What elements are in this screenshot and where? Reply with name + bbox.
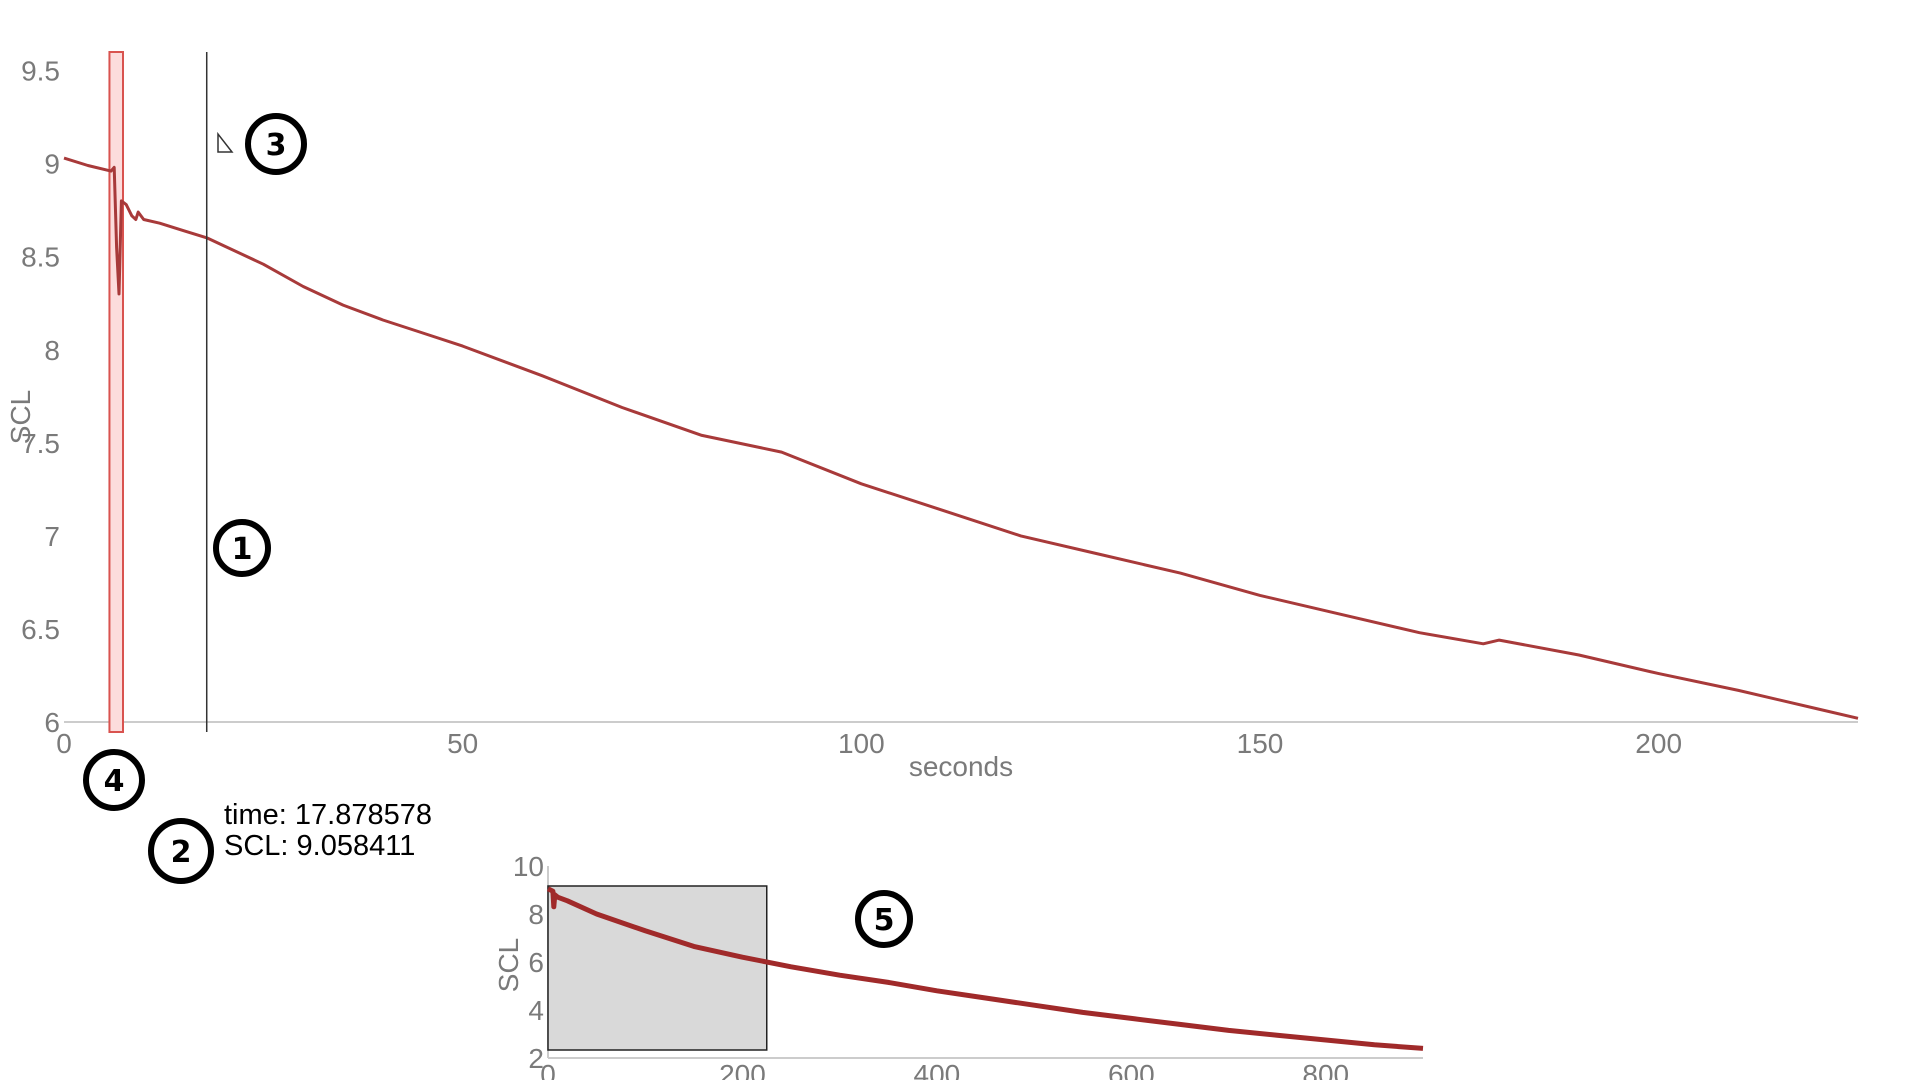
- main-x-axis-title: seconds: [909, 751, 1013, 782]
- mini-y-tick-label: 10: [513, 851, 544, 882]
- mini-y-tick-label: 4: [528, 995, 544, 1026]
- mini-y-axis-title: SCL: [493, 938, 524, 992]
- callout-4: 4: [83, 749, 145, 811]
- main-y-tick-label: 9: [44, 149, 60, 180]
- main-x-tick-label: 200: [1635, 728, 1682, 759]
- mini-y-tick-label: 6: [528, 947, 544, 978]
- hover-readout: time: 17.878578 SCL: 9.058411: [224, 799, 432, 862]
- main-chart[interactable]: 6 6.5 7 7.5 8 8.5 9 9.5 0 50 100 150 200 SCL second…: [5, 51, 1859, 782]
- main-y-tick-label: 7.5: [21, 428, 60, 459]
- callout-1: 1: [213, 519, 271, 577]
- callout-5: 5: [855, 890, 913, 948]
- main-x-tick-label: 50: [447, 728, 478, 759]
- mini-x-tick-label: 200: [719, 1059, 766, 1080]
- main-y-axis-title: SCL: [5, 390, 36, 444]
- resize-handle-icon[interactable]: [217, 131, 234, 153]
- main-y-tick-label: 9.5: [21, 56, 60, 87]
- mini-x-tick-label: 0: [540, 1059, 556, 1080]
- mini-x-tick-label: 400: [914, 1059, 961, 1080]
- callout-2: 2: [148, 818, 214, 884]
- main-x-tick-label: 150: [1237, 728, 1284, 759]
- overview-brush[interactable]: [547, 885, 768, 1051]
- main-y-tick-label: 8: [44, 335, 60, 366]
- main-x-ticks: 0 50 100 150 200: [56, 728, 1682, 759]
- main-x-tick-label: 100: [838, 728, 885, 759]
- mini-x-tick-label: 800: [1302, 1059, 1349, 1080]
- main-y-tick-label: 6.5: [21, 614, 60, 645]
- callout-3: 3: [245, 113, 307, 175]
- main-y-tick-label: 8.5: [21, 242, 60, 273]
- mini-x-ticks: 0 200 400 600 800: [540, 1059, 1349, 1080]
- callout-2-label: 2: [171, 835, 192, 870]
- callout-1-label: 1: [232, 532, 253, 567]
- callout-4-label: 4: [104, 764, 125, 799]
- selection-region[interactable]: [108, 51, 125, 733]
- readout-scl: SCL: 9.058411: [224, 830, 415, 862]
- overview-series-line: [546, 886, 1424, 1051]
- main-y-tick-label: 7: [44, 521, 60, 552]
- main-y-tick-label: 6: [44, 707, 60, 738]
- mini-x-tick-label: 600: [1108, 1059, 1155, 1080]
- callout-3-label: 3: [266, 128, 287, 163]
- main-y-ticks: 6 6.5 7 7.5 8 8.5 9 9.5: [21, 56, 60, 738]
- mini-y-tick-label: 8: [528, 899, 544, 930]
- readout-time: time: 17.878578: [224, 799, 432, 831]
- main-x-tick-label: 0: [56, 728, 72, 759]
- mini-y-ticks: 2 4 6 8 10: [513, 851, 544, 1074]
- mini-y-tick-label: 2: [528, 1043, 544, 1074]
- callout-5-label: 5: [874, 903, 895, 938]
- main-series-line: [63, 156, 1859, 720]
